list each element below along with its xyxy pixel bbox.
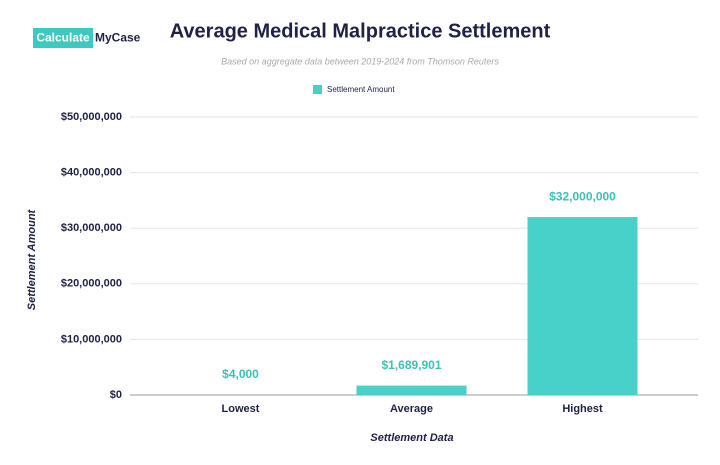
y-axis-label: Settlement Amount [26, 208, 38, 310]
y-tick-label: $10,000,000 [61, 333, 122, 345]
logo-right: MyCase [95, 31, 141, 45]
logo-left: Calculate [36, 31, 90, 45]
legend-swatch [313, 85, 322, 94]
value-label: $32,000,000 [549, 189, 616, 203]
chart-title: Average Medical Malpractice Settlement [170, 20, 551, 42]
chart-subtitle: Based on aggregate data between 2019-202… [221, 56, 499, 66]
value-label: $4,000 [222, 367, 259, 381]
legend-label: Settlement Amount [327, 85, 395, 94]
x-tick-label: Lowest [222, 403, 260, 415]
y-tick-label: $50,000,000 [61, 111, 122, 123]
y-tick-label: $30,000,000 [61, 222, 122, 234]
bar [527, 217, 638, 395]
x-tick-label: Highest [562, 403, 603, 415]
bar [356, 385, 467, 395]
logo-badge [33, 28, 93, 48]
y-tick-label: $40,000,000 [61, 167, 122, 179]
y-tick-label: $20,000,000 [61, 278, 122, 290]
value-label: $1,689,901 [381, 358, 441, 372]
x-axis-label: Settlement Data [370, 432, 453, 444]
y-tick-label: $0 [110, 389, 122, 401]
x-tick-label: Average [390, 403, 433, 415]
